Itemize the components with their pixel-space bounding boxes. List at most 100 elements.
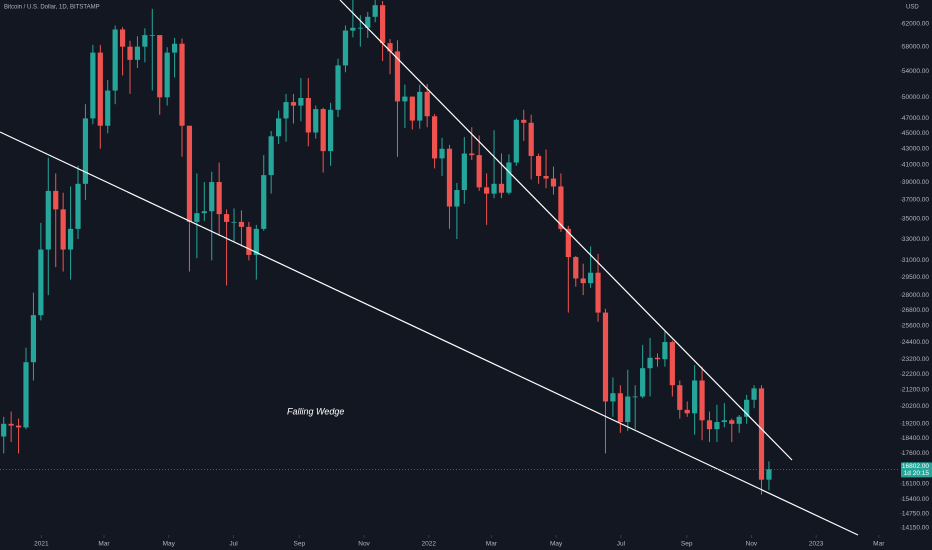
candle-body — [729, 420, 735, 424]
annotation: Falling Wedge — [287, 406, 344, 416]
candle-body — [602, 312, 609, 402]
candle-body — [328, 109, 334, 152]
candle-body — [82, 118, 89, 184]
candle-body — [253, 228, 259, 255]
axes: 62000.00 58000.00 54000.00 50000.00 47000.00… — [0, 21, 932, 548]
candle-body — [365, 16, 371, 28]
candle-body — [669, 342, 675, 386]
candle-body — [372, 5, 378, 17]
candle-body — [112, 29, 118, 91]
candle-body — [149, 35, 155, 36]
x-tick-label: 2021 — [34, 541, 49, 548]
candle-body — [588, 272, 594, 284]
candle-body — [706, 420, 713, 430]
candle-body — [528, 122, 534, 156]
candle-body — [313, 109, 319, 133]
y-tick-label: 39000.00 — [902, 179, 929, 186]
candle-body — [766, 469, 772, 480]
candle-body — [610, 393, 616, 402]
x-tick-label: Nov — [358, 541, 370, 548]
candle-body — [90, 52, 96, 119]
candle-body — [38, 249, 44, 316]
candle-body — [536, 155, 542, 176]
candle-body — [142, 35, 148, 47]
candle-body — [647, 357, 653, 369]
candle-body — [283, 102, 289, 119]
y-tick-label: 16100.00 — [902, 481, 929, 488]
candle-body — [342, 30, 349, 66]
candle-body — [432, 116, 438, 159]
y-tick-label: 47000.00 — [902, 115, 929, 122]
candle-body — [758, 388, 765, 480]
candle-body — [394, 51, 401, 102]
y-tick-label: 41000.00 — [902, 162, 929, 169]
candle-body — [105, 90, 111, 126]
y-tick-label: 26800.00 — [902, 307, 929, 314]
y-tick-label: 45000.00 — [902, 130, 929, 137]
candle-body — [721, 420, 727, 423]
x-tick-label: Sep — [681, 541, 693, 548]
x-tick-label: Mar — [486, 541, 498, 548]
candle-body — [201, 211, 207, 214]
candle-body — [30, 315, 37, 363]
candle-body — [23, 362, 29, 428]
candle-body — [238, 221, 245, 227]
candle-body — [290, 102, 297, 106]
y-tick-label: 43000.00 — [902, 145, 929, 152]
candle-body — [246, 226, 252, 255]
x-tick-label: Jul — [617, 541, 626, 548]
x-tick-label: 2023 — [809, 541, 824, 548]
y-tick-label: 54000.00 — [902, 68, 929, 75]
candle-body — [1, 423, 7, 437]
candle-body — [350, 27, 356, 31]
candle-body — [446, 148, 453, 207]
y-tick-label: 50000.00 — [902, 94, 929, 101]
candle-body — [543, 175, 549, 179]
candle-body — [513, 119, 519, 163]
y-tick-label: 23200.00 — [902, 356, 929, 363]
candle-body — [357, 27, 363, 29]
x-tick-label: May — [163, 541, 176, 548]
candle-body — [164, 52, 170, 98]
y-tick-label: 29500.00 — [902, 274, 929, 281]
candle-body — [127, 46, 133, 60]
candle-body — [476, 155, 482, 188]
y-tick-label: 35000.00 — [902, 216, 929, 223]
chart-title: Bitcoin / U.S. Dollar, 1D, BITSTAMP — [4, 5, 100, 11]
candle-body — [179, 43, 185, 126]
y-tick-label: 24400.00 — [902, 339, 929, 346]
candle-body — [506, 162, 512, 193]
candle-body — [491, 183, 497, 194]
x-tick-label: 2022 — [422, 541, 437, 548]
candle-body — [15, 425, 22, 428]
candle-body — [157, 35, 163, 98]
y-tick-label: 31000.00 — [902, 257, 929, 264]
y-tick-label: 22200.00 — [902, 371, 929, 378]
candle-body — [751, 388, 757, 400]
candle-body — [580, 278, 586, 284]
candle-body — [714, 422, 720, 430]
candle-body — [632, 396, 638, 398]
candle-body — [677, 385, 683, 410]
candle-body — [424, 91, 430, 117]
candle-body — [134, 46, 141, 60]
candle-body — [439, 148, 445, 159]
candle-body — [744, 399, 750, 417]
candle-body — [8, 423, 14, 426]
candle-body — [209, 182, 215, 212]
candle-body — [305, 97, 311, 133]
y-tick-label: 33000.00 — [902, 236, 929, 243]
candle-body — [409, 96, 415, 121]
candle-body — [699, 380, 705, 421]
currency: USD — [906, 5, 919, 11]
x-tick-label: Sep — [294, 541, 306, 548]
candle-body — [261, 175, 267, 229]
candle-body — [684, 409, 690, 414]
y-tick-label: 15400.00 — [902, 496, 929, 503]
candle-body — [625, 396, 631, 423]
y-tick-label: 20200.00 — [902, 403, 929, 410]
candle-body — [692, 380, 698, 414]
candle-body — [484, 187, 490, 194]
y-tick-label: 25600.00 — [902, 322, 929, 329]
